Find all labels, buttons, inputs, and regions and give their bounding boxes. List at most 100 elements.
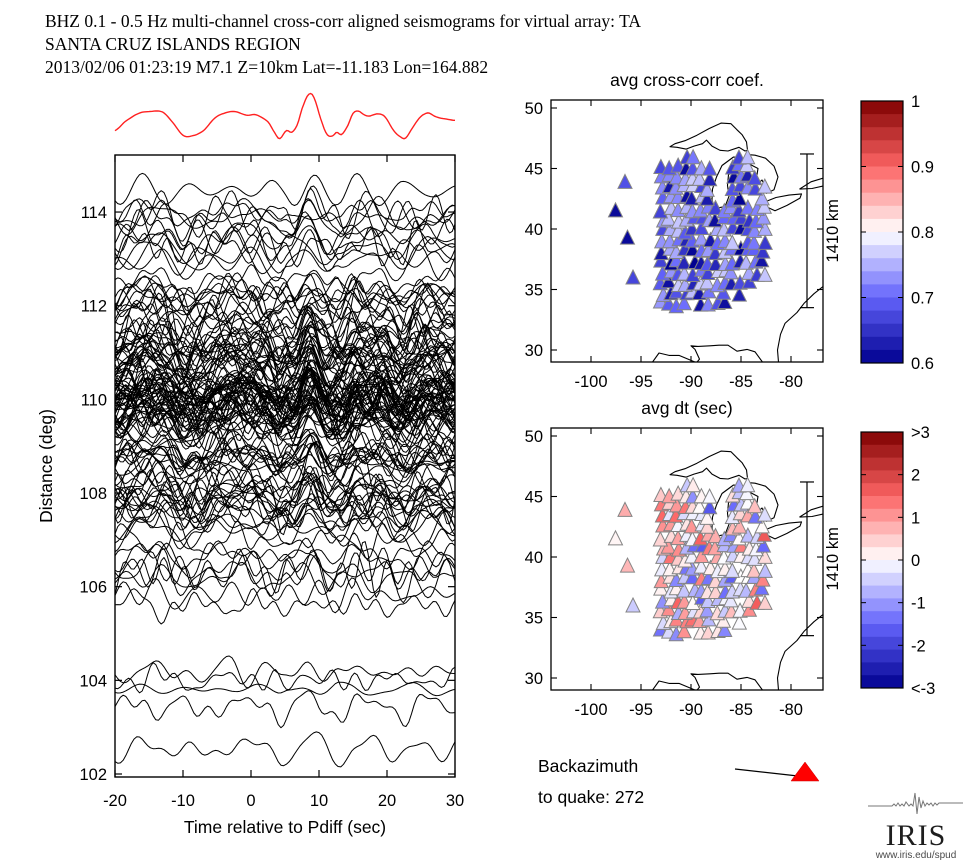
station-marker xyxy=(755,209,772,225)
colorbar-segment xyxy=(861,153,903,167)
station-marker xyxy=(753,251,770,268)
station-marker xyxy=(716,621,733,637)
y-axis-tick-label: 30 xyxy=(525,670,543,688)
station-marker xyxy=(676,622,692,639)
station-marker xyxy=(670,157,686,173)
y-axis-tick-label: 106 xyxy=(79,579,107,597)
seismogram-trace xyxy=(115,352,455,402)
station-marker xyxy=(746,550,763,566)
seismogram-trace xyxy=(115,557,455,599)
station-marker xyxy=(739,148,756,165)
station-marker xyxy=(724,562,741,578)
colorbar-segment xyxy=(861,470,903,484)
seismogram-trace xyxy=(115,662,455,694)
seismogram-trace xyxy=(115,371,455,430)
station-marker xyxy=(715,612,732,628)
map-cc-title: avg cross-corr coef. xyxy=(610,70,764,90)
coastline xyxy=(669,122,749,152)
backazimuth-direction-line xyxy=(734,768,799,777)
colorbar-segment xyxy=(861,284,903,298)
colorbar-segment xyxy=(861,675,903,689)
colorbar-segment xyxy=(861,611,903,625)
station-marker xyxy=(731,286,748,302)
station-marker xyxy=(701,170,718,187)
station-marker xyxy=(740,527,756,543)
colorbar-tick-label: 0.9 xyxy=(911,159,934,177)
station-marker xyxy=(746,222,763,238)
region-title: SANTA CRUZ ISLANDS REGION xyxy=(45,34,301,54)
station-marker xyxy=(652,202,669,219)
y-axis-tick-label: 102 xyxy=(79,766,107,784)
dt-colorbar: >3 2 1 0 -1 -2 <-3 xyxy=(860,424,935,698)
colorbar-segment xyxy=(861,508,903,523)
x-axis-tick-label: -10 xyxy=(171,792,195,810)
colorbar-segment xyxy=(861,192,903,207)
seismogram-wiggle-icon xyxy=(868,792,963,815)
x-axis-tick-label: -100 xyxy=(574,701,607,719)
station-marker xyxy=(757,234,773,250)
coastline xyxy=(776,286,823,362)
scale-bar-label: 1410 km xyxy=(824,527,842,590)
colorbar-segment xyxy=(861,560,903,574)
seismogram-x-axis-label: Time relative to Pdiff (sec) xyxy=(184,817,386,837)
seismogram-trace xyxy=(115,273,455,316)
station-marker xyxy=(693,230,710,246)
station-marker xyxy=(731,614,748,630)
station-marker xyxy=(755,243,771,259)
seismogram-trace xyxy=(115,366,455,417)
colorbar-segment xyxy=(861,297,903,312)
seismogram-trace xyxy=(115,690,455,729)
colorbar-tick-label: 0.6 xyxy=(911,355,934,373)
seismogram-trace xyxy=(115,172,455,207)
coastline xyxy=(799,513,823,518)
station-marker xyxy=(684,568,701,585)
station-marker xyxy=(755,537,772,553)
colorbar-segment xyxy=(861,636,903,651)
seismogram-trace xyxy=(115,390,455,440)
colorbar-tick-label: 0 xyxy=(911,552,920,570)
colorbar-segment xyxy=(861,432,903,446)
colorbar-segment xyxy=(861,349,903,364)
station-marker xyxy=(625,596,641,613)
y-axis-tick-label: 114 xyxy=(81,204,107,222)
seismogram-trace xyxy=(115,229,455,276)
colorbar-segment xyxy=(861,101,903,115)
seismogram-trace xyxy=(115,373,455,422)
colorbar-segment xyxy=(861,218,903,233)
seismogram-trace xyxy=(115,211,455,261)
y-axis-tick-label: 40 xyxy=(525,549,543,567)
seismogram-trace xyxy=(115,442,455,489)
station-marker xyxy=(746,234,762,250)
station-marker xyxy=(757,548,773,564)
station-marker xyxy=(746,497,763,514)
colorbar-segment xyxy=(861,483,903,497)
station-marker xyxy=(668,168,685,185)
seismogram-trace xyxy=(115,398,455,453)
station-marker xyxy=(754,517,770,534)
colorbar-segment xyxy=(861,258,903,272)
backazimuth-annotation: Backazimuth to quake: 272 xyxy=(538,756,820,807)
scale-bar-label: 1410 km xyxy=(824,199,842,262)
station-marker xyxy=(701,487,718,504)
station-marker xyxy=(693,558,710,574)
seismogram-trace xyxy=(115,429,455,472)
station-marker xyxy=(740,199,756,215)
seismogram-trace xyxy=(115,296,455,372)
colorbar-tick-label: 1 xyxy=(911,509,920,527)
seismogram-trace xyxy=(115,482,455,515)
station-marker xyxy=(722,591,739,608)
y-axis-tick-label: 50 xyxy=(525,428,543,446)
colorbar-segment xyxy=(861,572,903,587)
station-marker xyxy=(625,268,641,285)
seismogram-trace xyxy=(115,434,455,470)
x-axis-tick-label: 10 xyxy=(310,792,328,810)
seismogram-trace xyxy=(115,329,455,381)
seismogram-trace xyxy=(115,493,455,533)
seismogram-trace xyxy=(115,532,455,579)
seismogram-trace xyxy=(115,187,455,230)
station-marker xyxy=(756,177,773,194)
colorbar-segment xyxy=(861,336,903,351)
colorbar-segment xyxy=(861,166,903,181)
seismogram-trace xyxy=(115,287,455,322)
